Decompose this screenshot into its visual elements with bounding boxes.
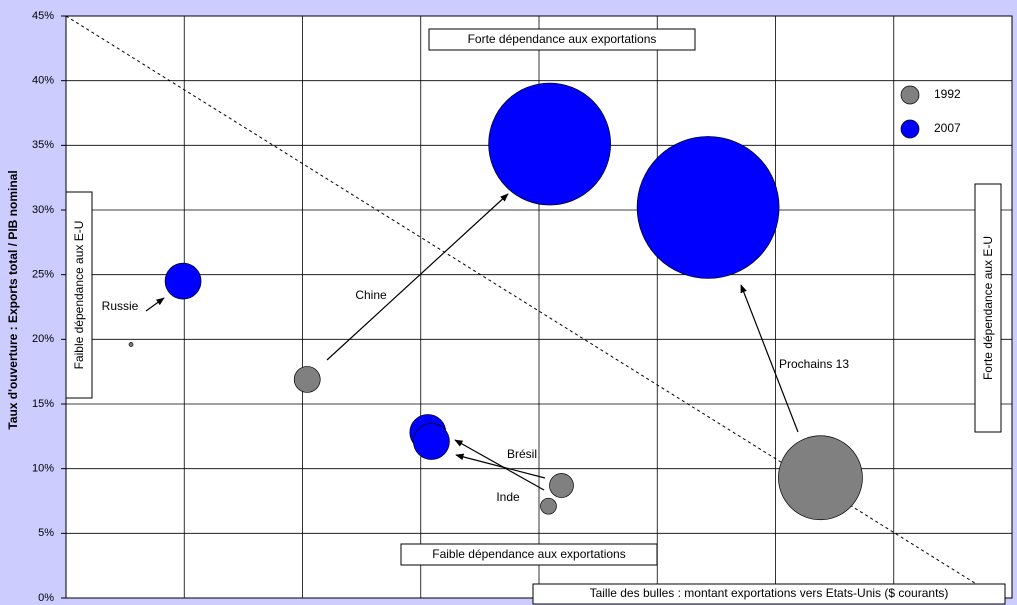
note: Forte dépendance aux E-U (981, 236, 995, 380)
y-tick-label: 45% (32, 10, 54, 22)
y-tick-label: 0% (38, 592, 54, 604)
y-axis-title: Taux d'ouverture : Exports total / PIB n… (6, 170, 20, 429)
annotation: Prochains 13 (779, 357, 849, 371)
note-box (532, 583, 1006, 605)
bubble (128, 342, 134, 347)
annotation: Chine (355, 288, 387, 302)
note: Taille des bulles : montant exportations… (590, 586, 949, 600)
note: Faible dépendance aux exportations (432, 547, 625, 561)
annotation: Inde (496, 490, 520, 504)
bubble (549, 473, 574, 498)
legend-label: 1992 (934, 87, 961, 101)
bubble (164, 262, 202, 300)
bubble (293, 366, 321, 393)
bubble (778, 435, 863, 521)
bubble (540, 497, 557, 515)
y-tick-label: 30% (32, 204, 54, 216)
y-tick-label: 25% (32, 269, 54, 281)
bubble (488, 82, 611, 206)
y-tick-label: 15% (32, 398, 54, 410)
legend-label: 2007 (934, 121, 961, 135)
note-box (400, 543, 658, 566)
bubble (636, 136, 780, 279)
note-box (65, 191, 93, 399)
note: Forte dépendance aux exportations (468, 32, 657, 46)
annotation: Russie (102, 299, 139, 313)
y-tick-label: 35% (32, 139, 54, 151)
y-tick-label: 10% (32, 463, 54, 475)
legend-marker (900, 119, 920, 139)
note-box (428, 28, 696, 51)
note-box (974, 183, 1002, 433)
y-tick-label: 20% (32, 333, 54, 345)
annotation: Brésil (507, 447, 537, 461)
y-tick-label: 40% (32, 75, 54, 87)
bubble (413, 423, 450, 460)
y-tick-label: 5% (38, 527, 54, 539)
note: Faible dépendance aux E-U (72, 221, 86, 370)
legend-marker (900, 85, 920, 105)
annotation-arrows (145, 193, 799, 491)
